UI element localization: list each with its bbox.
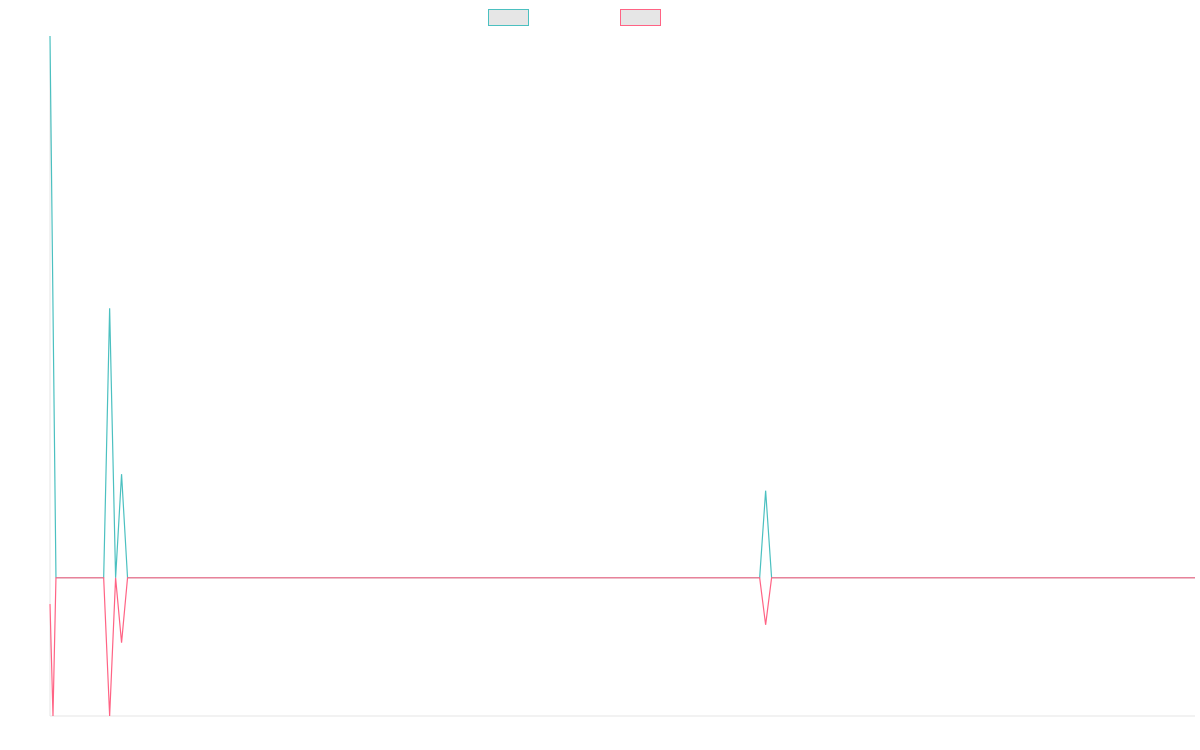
series-line-1	[49, 35, 1195, 579]
series-layer	[49, 35, 1195, 717]
legend-item-1[interactable]	[488, 9, 529, 26]
axes	[49, 36, 1195, 717]
legend	[488, 9, 661, 26]
legend-swatch-1	[488, 9, 529, 26]
legend-swatch-2	[620, 9, 661, 26]
series-line-2	[49, 577, 1195, 717]
legend-item-2[interactable]	[620, 9, 661, 26]
